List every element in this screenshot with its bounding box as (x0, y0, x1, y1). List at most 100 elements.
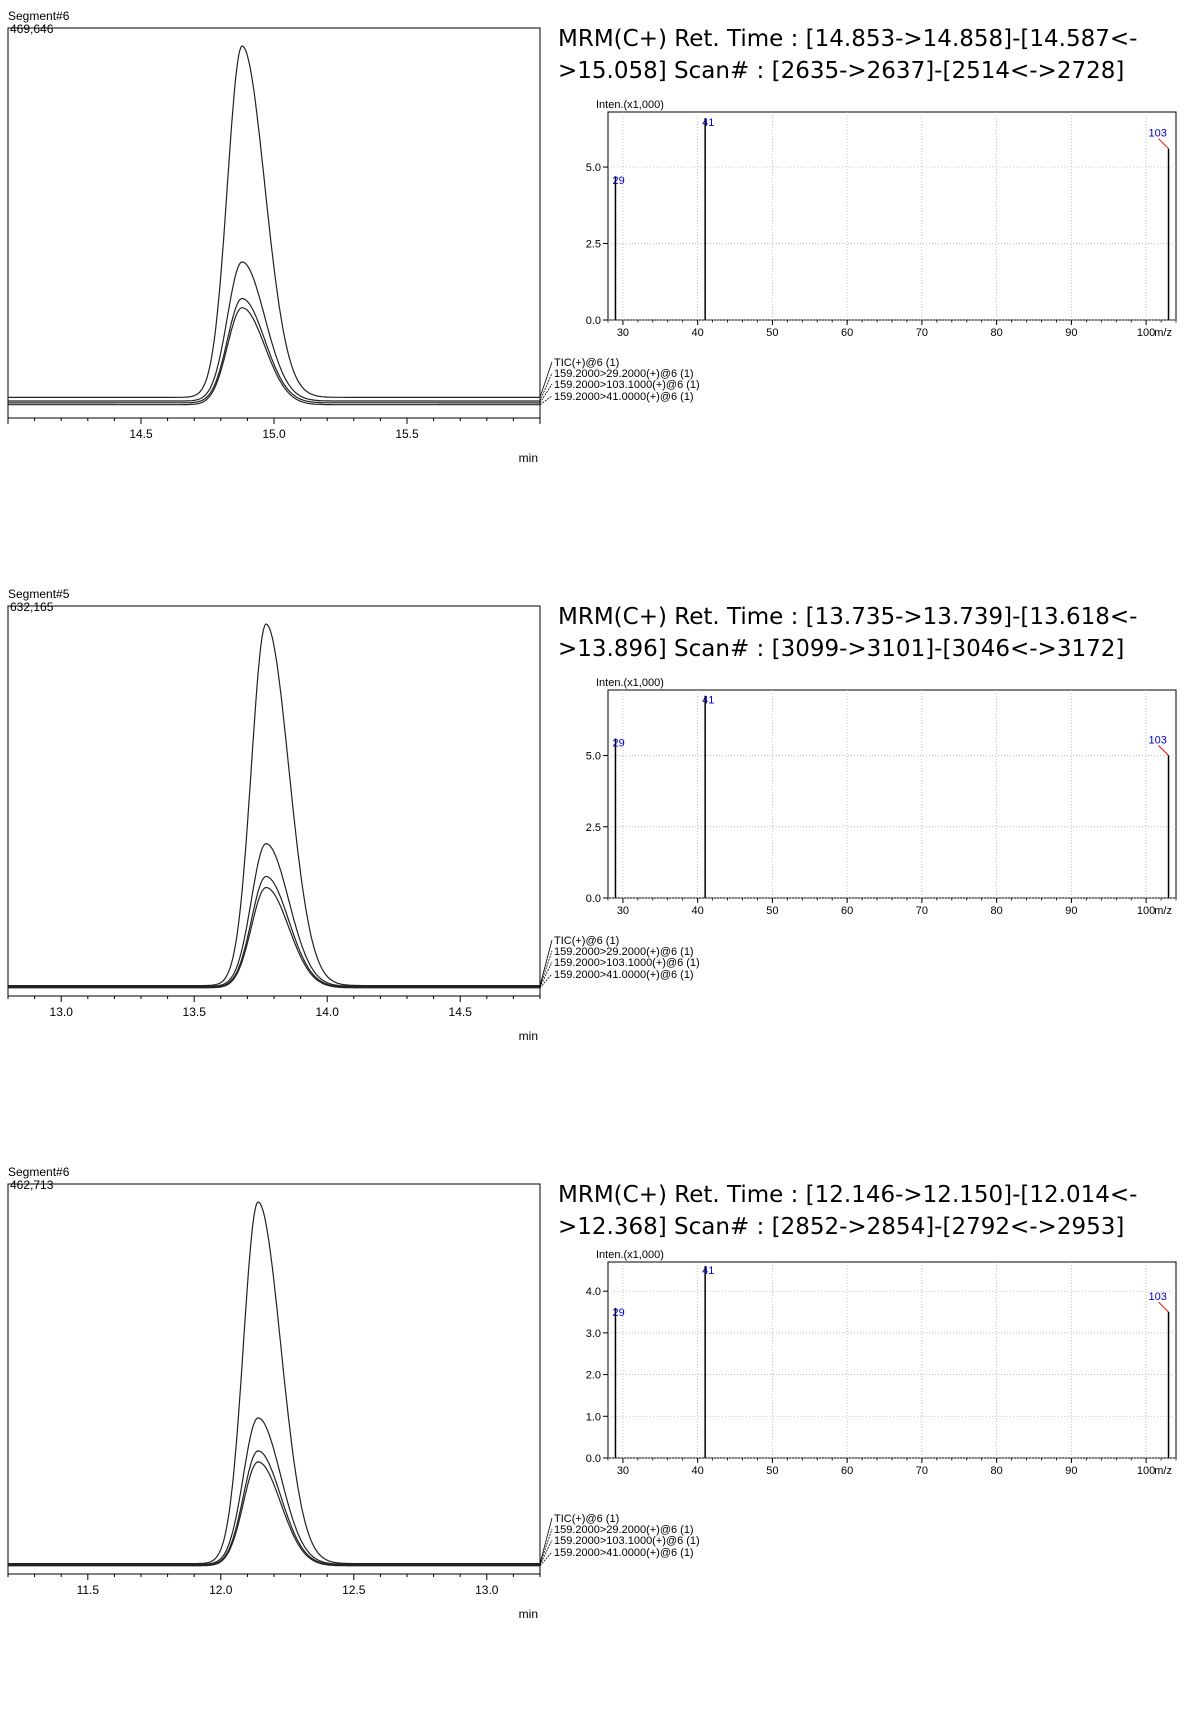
chrom-tick-label: 13.0 (50, 1005, 74, 1019)
legend-leader (539, 1528, 553, 1565)
spectrum-ytick-label: 1.0 (586, 1411, 601, 1423)
legend-leader (539, 961, 553, 988)
spectrum-xtick-label: 50 (766, 327, 778, 339)
spectrum-ytick-label: 5.0 (586, 751, 601, 763)
legend-entry-3: 159.2000>103.1000(+)@6 (1) (554, 379, 700, 391)
chrom-tick-label: 14.0 (316, 1005, 340, 1019)
spectrum-xtick-label: 50 (766, 1465, 778, 1477)
spectrum-xtick-label: 60 (841, 905, 853, 917)
legend-leader (539, 395, 553, 406)
max-intensity-label: 462,713 (10, 1178, 54, 1192)
peak-label-29: 29 (612, 1307, 624, 1319)
spectrum-xtick-label: 100 (1137, 327, 1155, 339)
spectrum-xtick-label: 90 (1065, 905, 1077, 917)
trace-1 (8, 1201, 540, 1565)
spectrum-frame (607, 689, 1177, 899)
spectrum-xtick-label: 80 (991, 327, 1003, 339)
legend-entry-2: 159.2000>29.2000(+)@6 (1) (554, 946, 694, 958)
spectrum-ytick-label: 2.5 (586, 239, 601, 251)
peak-label-103: 103 (1149, 735, 1167, 747)
spectrum-header-line1: MRM(C+) Ret. Time : [14.853->14.858]-[14… (558, 26, 1137, 52)
max-intensity-label: 632,165 (10, 600, 54, 614)
spectrum-ytick-label: 3.0 (586, 1328, 601, 1340)
spectrum-xtick-label: 100 (1137, 905, 1155, 917)
spectrum-ytick-label: 0.0 (586, 893, 601, 905)
legend-leader (539, 383, 553, 404)
chrom-tick-label: 12.5 (342, 1583, 366, 1597)
trace-1 (8, 623, 540, 987)
peak-label-leader (1158, 138, 1169, 150)
spectrum-ytick-label: 2.0 (586, 1370, 601, 1382)
trace-3 (8, 875, 540, 988)
peak-label-103: 103 (1149, 128, 1167, 140)
spectrum-xtick-label: 30 (617, 327, 629, 339)
legend-leader (539, 1539, 553, 1566)
spectrum-ytick-label: 4.0 (586, 1286, 601, 1298)
chrom-x-unit: min (519, 451, 538, 465)
chart-block-2: Segment#5 632,165 13.0 13.5 14.0 14.5 min TIC(+… (0, 578, 1195, 1138)
spectrum-xtick-label: 60 (841, 1465, 853, 1477)
legend-entry-2: 159.2000>29.2000(+)@6 (1) (554, 368, 694, 380)
chrom-tick-label: 15.0 (262, 427, 286, 441)
trace-2 (8, 261, 540, 402)
trace-2 (8, 1417, 540, 1565)
spectrum-xtick-label: 100 (1137, 1465, 1155, 1477)
trace-4 (8, 1461, 540, 1567)
chromatogram-frame (7, 605, 541, 997)
spectrum-frame (607, 1261, 1177, 1459)
spectrum-ytick-label: 0.0 (586, 1453, 601, 1465)
spectrum-header-line2: >12.368] Scan# : [2852->2854]-[2792<->29… (558, 1214, 1124, 1240)
spectrum-xtick-label: 90 (1065, 1465, 1077, 1477)
legend-leader (539, 939, 553, 986)
chromatogram-frame (7, 1183, 541, 1575)
trace-3 (8, 1450, 540, 1566)
spectrum-xtick-label: 30 (617, 905, 629, 917)
spectrum-xtick-label: 50 (766, 905, 778, 917)
spectrum-xtick-label: 40 (692, 1465, 704, 1477)
legend-entry-1: TIC(+)@6 (1) (554, 1513, 619, 1525)
spectrum-xtick-label: 70 (916, 327, 928, 339)
spectrum-header-line1: MRM(C+) Ret. Time : [12.146->12.150]-[12… (558, 1182, 1137, 1208)
spectrum-ytick-label: 0.0 (586, 315, 601, 327)
segment-label: Segment#5 (8, 587, 70, 601)
legend-entry-1: TIC(+)@6 (1) (554, 357, 619, 369)
spectrum-xtick-label: 80 (991, 1465, 1003, 1477)
legend-leader (539, 973, 553, 989)
chrom-x-unit: min (519, 1029, 538, 1043)
spectrum-x-unit: m/z (1154, 327, 1172, 339)
chrom-tick-label: 14.5 (449, 1005, 473, 1019)
chrom-tick-label: 14.5 (129, 427, 153, 441)
legend-entry-3: 159.2000>103.1000(+)@6 (1) (554, 1535, 700, 1547)
chrom-tick-label: 12.0 (209, 1583, 233, 1597)
spectrum-xtick-label: 70 (916, 905, 928, 917)
chart-block-1: Segment#6 469,646 14.5 15.0 15.5 min TIC(+)@6 … (0, 0, 1195, 560)
spectrum-xtick-label: 90 (1065, 327, 1077, 339)
spectrum-xtick-label: 30 (617, 1465, 629, 1477)
chart-block-3: Segment#6 462,713 11.5 12.0 12.5 13.0 min TIC(+… (0, 1156, 1195, 1716)
legend-leader (539, 1517, 553, 1564)
peak-label-41: 41 (702, 695, 714, 707)
legend-leader (539, 361, 553, 398)
chrom-tick-label: 11.5 (77, 1583, 100, 1597)
spectrum-xtick-label: 70 (916, 1465, 928, 1477)
spectrum-header-line1: MRM(C+) Ret. Time : [13.735->13.739]-[13… (558, 604, 1137, 630)
spectrum-frame (607, 111, 1177, 321)
trace-2 (8, 842, 540, 987)
spectrum-xtick-label: 40 (692, 905, 704, 917)
legend-entry-4: 159.2000>41.0000(+)@6 (1) (554, 391, 694, 403)
spectrum-x-unit: m/z (1154, 905, 1172, 917)
spectrum-ylabel: Inten.(x1,000) (596, 1249, 664, 1261)
peak-label-41: 41 (702, 1265, 714, 1277)
legend-leader (539, 372, 553, 402)
max-intensity-label: 469,646 (10, 22, 54, 36)
spectrum-ytick-label: 2.5 (586, 822, 601, 834)
peak-label-29: 29 (612, 175, 624, 187)
spectrum-xtick-label: 80 (991, 905, 1003, 917)
chrom-x-unit: min (519, 1607, 538, 1621)
segment-label: Segment#6 (8, 1165, 70, 1179)
chromatogram-frame (7, 27, 541, 419)
legend-leader (539, 1551, 553, 1567)
